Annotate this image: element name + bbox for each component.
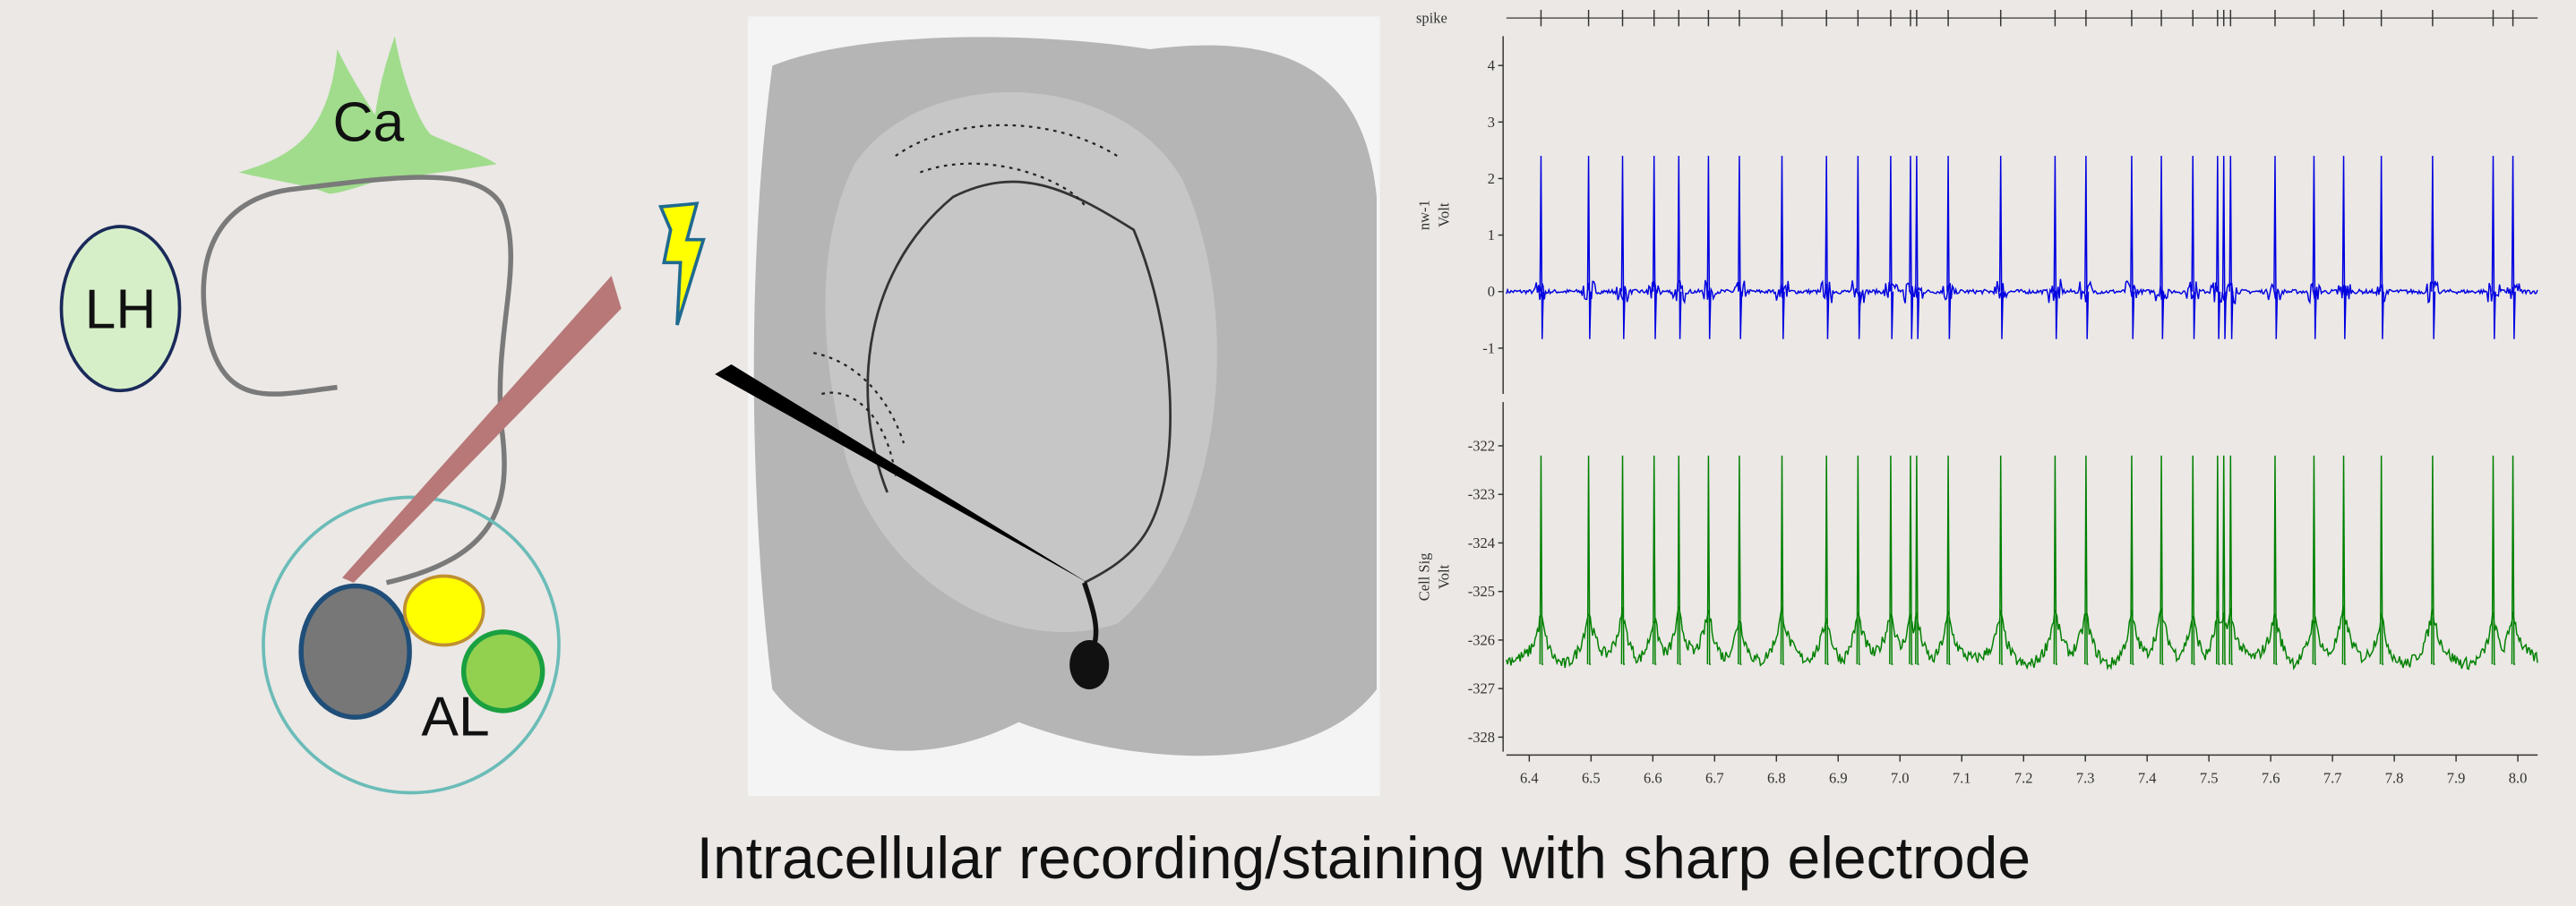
y-tick-label: 2 [1488,170,1495,187]
y-tick-label: 4 [1488,57,1495,74]
x-tick-label: 6.6 [1644,770,1662,787]
lh-label: LH [85,279,157,341]
primary-neurite [1082,581,1099,650]
x-tick-label: 8.0 [2509,770,2528,787]
panel-unit: Volt [1436,202,1453,227]
recording-chart: spike 6.4 6.5 6.6 6.7 6.8 6.9 7.0 7.1 7.2 7.3 7.4 7… [1416,10,2538,787]
y-tick-label: 3 [1488,114,1495,131]
micrograph [715,16,1380,797]
y-tick-label: 0 [1488,283,1495,300]
electrode [342,276,622,583]
x-tick-label: 7.4 [2138,770,2157,787]
glomerulus-yellow [402,574,485,647]
sharp-electrode [715,364,1088,583]
calyx [238,36,497,194]
x-tick-label: 7.5 [2200,770,2219,787]
y-tick-label: -327 [1468,680,1495,697]
x-tick-label: 7.8 [2385,770,2404,787]
x-tick-label: 6.9 [1829,770,1848,787]
y-tick-label: -1 [1482,339,1495,356]
x-tick-label: 7.2 [2014,770,2033,787]
cell-body [1069,640,1110,689]
stimulus-bolt [657,201,706,326]
x-tick-label: 7.1 [1953,770,1971,787]
glomerulus-green [460,629,545,714]
voltage-trace [1506,455,2538,671]
x-tick-label: 6.7 [1705,770,1724,787]
y-tick-label: -324 [1468,534,1495,551]
schematic: Ca LH AL [59,36,706,795]
y-tick-label: -328 [1468,729,1495,746]
lh [59,225,182,393]
x-tick-label: 6.8 [1767,770,1786,787]
y-tick-label: -322 [1468,437,1495,454]
x-tick-label: 7.6 [2262,770,2280,787]
y-tick-label: -326 [1468,631,1495,648]
voltage-trace [1506,156,2538,339]
lh-arbor [812,352,906,476]
x-tick-label: 7.9 [2447,770,2466,787]
panel-name: nw-1 [1416,200,1433,230]
caption: Intracellular recording/staining with sh… [697,825,2031,891]
spike-label: spike [1416,10,1447,27]
calyx-arbor [895,124,1118,206]
x-tick-label: 7.0 [1891,770,1910,787]
y-tick-label: -323 [1468,486,1495,503]
neuron-path [201,175,513,585]
panel-name: Cell Sig [1416,553,1433,602]
x-tick-label: 6.4 [1520,770,1539,787]
glomerulus-gray [298,583,412,720]
al-label: AL [421,686,489,748]
antennal-lobe [262,495,561,795]
panel-unit: Volt [1436,564,1453,589]
y-tick-label: 1 [1488,226,1495,244]
x-tick-label: 6.5 [1582,770,1601,787]
ca-label: Ca [332,92,404,154]
x-tick-label: 7.3 [2076,770,2095,787]
y-tick-label: -325 [1468,583,1495,600]
neuron-trace [866,180,1172,585]
x-tick-label: 7.7 [2323,770,2342,787]
